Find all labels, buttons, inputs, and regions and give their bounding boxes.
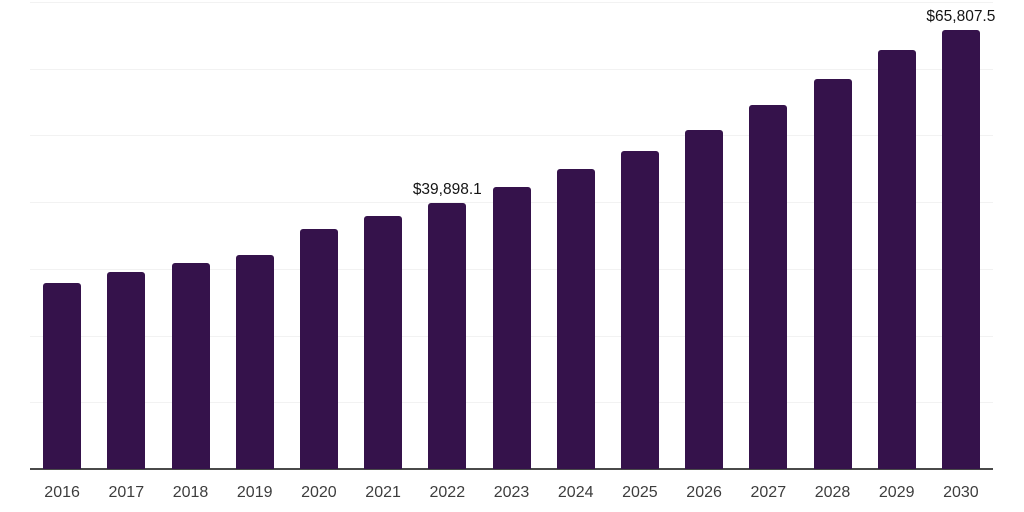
gridline-50000	[30, 135, 993, 137]
bar-2024	[556, 168, 595, 469]
bar-2029	[877, 50, 916, 469]
x-tick-label-2029: 2029	[878, 484, 915, 501]
bar-2020	[299, 228, 338, 469]
bar-2016	[43, 282, 82, 469]
x-tick-label-2026: 2026	[686, 484, 722, 501]
x-tick-label-2023: 2023	[493, 484, 530, 501]
gridline-60000	[30, 68, 993, 70]
x-tick-label-2021: 2021	[365, 484, 401, 501]
bar-2018	[171, 263, 210, 469]
bar-2022	[428, 202, 467, 469]
x-tick-label-2022: 2022	[429, 484, 466, 501]
x-axis-line	[30, 468, 993, 470]
x-tick-label-2019: 2019	[236, 484, 273, 501]
x-tick-label-2018: 2018	[172, 484, 209, 501]
bar-2027	[749, 105, 788, 469]
x-tick-label-2025: 2025	[622, 484, 658, 501]
x-tick-label-2030: 2030	[943, 484, 979, 501]
gridline-70000	[30, 2, 993, 3]
bar-2028	[813, 79, 852, 469]
bar-2021	[364, 216, 403, 469]
bar-2030	[941, 29, 980, 469]
x-tick-label-2020: 2020	[301, 484, 337, 501]
x-tick-label-2017: 2017	[108, 484, 145, 501]
x-tick-label-2024: 2024	[557, 484, 594, 501]
bar-2023	[492, 186, 531, 469]
bar-2017	[107, 272, 146, 469]
bar-2026	[685, 130, 724, 469]
value-label-2022: $39,898.1	[412, 180, 482, 198]
bar-2025	[620, 150, 659, 469]
bar-2019	[235, 254, 274, 469]
x-tick-label-2027: 2027	[750, 484, 787, 501]
x-tick-label-2028: 2028	[814, 484, 851, 501]
value-label-2030: $65,807.5	[926, 7, 996, 25]
x-tick-label-2016: 2016	[44, 484, 80, 501]
